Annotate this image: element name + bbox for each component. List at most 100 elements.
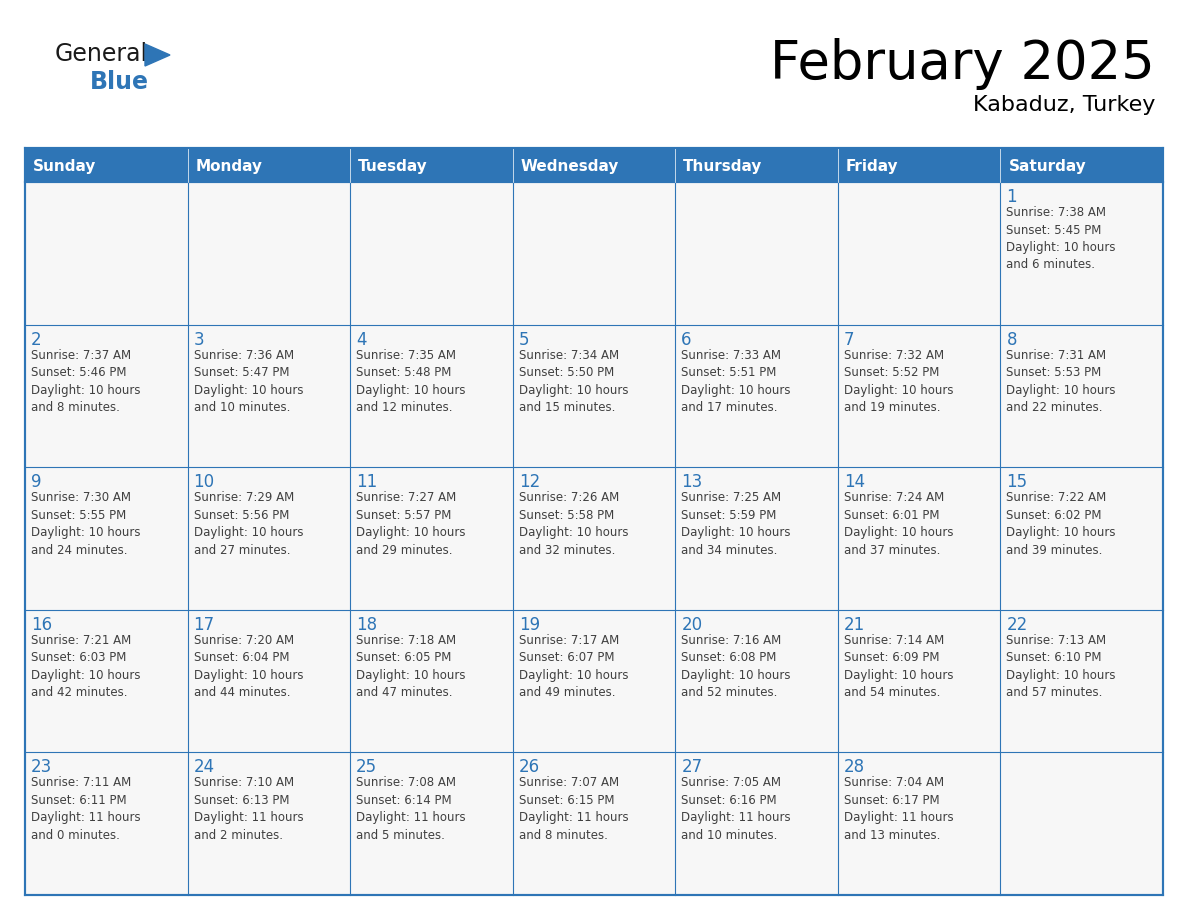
Text: Saturday: Saturday bbox=[1009, 159, 1086, 174]
Text: Sunrise: 7:16 AM
Sunset: 6:08 PM
Daylight: 10 hours
and 52 minutes.: Sunrise: 7:16 AM Sunset: 6:08 PM Dayligh… bbox=[681, 633, 791, 700]
Text: Sunrise: 7:14 AM
Sunset: 6:09 PM
Daylight: 10 hours
and 54 minutes.: Sunrise: 7:14 AM Sunset: 6:09 PM Dayligh… bbox=[843, 633, 953, 700]
Text: 13: 13 bbox=[681, 473, 702, 491]
Bar bbox=[1000, 753, 1163, 895]
Text: Monday: Monday bbox=[196, 159, 263, 174]
Bar bbox=[838, 182, 1000, 325]
Text: General: General bbox=[55, 42, 148, 66]
Bar bbox=[25, 148, 188, 182]
Bar bbox=[188, 148, 350, 182]
Text: February 2025: February 2025 bbox=[770, 38, 1155, 90]
Bar bbox=[1000, 610, 1163, 753]
Text: 20: 20 bbox=[681, 616, 702, 633]
Text: 14: 14 bbox=[843, 473, 865, 491]
Bar bbox=[25, 325, 188, 467]
Bar bbox=[513, 148, 675, 182]
Bar bbox=[188, 325, 350, 467]
Text: Sunrise: 7:34 AM
Sunset: 5:50 PM
Daylight: 10 hours
and 15 minutes.: Sunrise: 7:34 AM Sunset: 5:50 PM Dayligh… bbox=[519, 349, 628, 414]
Bar bbox=[188, 467, 350, 610]
Bar bbox=[1000, 148, 1163, 182]
Text: Sunrise: 7:30 AM
Sunset: 5:55 PM
Daylight: 10 hours
and 24 minutes.: Sunrise: 7:30 AM Sunset: 5:55 PM Dayligh… bbox=[31, 491, 140, 556]
Text: Sunrise: 7:24 AM
Sunset: 6:01 PM
Daylight: 10 hours
and 37 minutes.: Sunrise: 7:24 AM Sunset: 6:01 PM Dayligh… bbox=[843, 491, 953, 556]
Text: Sunrise: 7:26 AM
Sunset: 5:58 PM
Daylight: 10 hours
and 32 minutes.: Sunrise: 7:26 AM Sunset: 5:58 PM Dayligh… bbox=[519, 491, 628, 556]
Bar bbox=[513, 610, 675, 753]
Text: Sunrise: 7:11 AM
Sunset: 6:11 PM
Daylight: 11 hours
and 0 minutes.: Sunrise: 7:11 AM Sunset: 6:11 PM Dayligh… bbox=[31, 777, 140, 842]
Text: 3: 3 bbox=[194, 330, 204, 349]
Bar bbox=[513, 467, 675, 610]
Text: Sunrise: 7:10 AM
Sunset: 6:13 PM
Daylight: 11 hours
and 2 minutes.: Sunrise: 7:10 AM Sunset: 6:13 PM Dayligh… bbox=[194, 777, 303, 842]
Text: 21: 21 bbox=[843, 616, 865, 633]
Text: 26: 26 bbox=[519, 758, 539, 777]
Text: 25: 25 bbox=[356, 758, 378, 777]
Text: 19: 19 bbox=[519, 616, 539, 633]
Bar bbox=[25, 753, 188, 895]
Text: 8: 8 bbox=[1006, 330, 1017, 349]
Polygon shape bbox=[145, 44, 170, 66]
Text: Sunrise: 7:31 AM
Sunset: 5:53 PM
Daylight: 10 hours
and 22 minutes.: Sunrise: 7:31 AM Sunset: 5:53 PM Dayligh… bbox=[1006, 349, 1116, 414]
Bar bbox=[675, 148, 838, 182]
Text: Sunrise: 7:04 AM
Sunset: 6:17 PM
Daylight: 11 hours
and 13 minutes.: Sunrise: 7:04 AM Sunset: 6:17 PM Dayligh… bbox=[843, 777, 954, 842]
Text: Sunrise: 7:36 AM
Sunset: 5:47 PM
Daylight: 10 hours
and 10 minutes.: Sunrise: 7:36 AM Sunset: 5:47 PM Dayligh… bbox=[194, 349, 303, 414]
Bar bbox=[675, 610, 838, 753]
Bar bbox=[675, 753, 838, 895]
Bar bbox=[1000, 182, 1163, 325]
Bar bbox=[1000, 467, 1163, 610]
Text: Sunrise: 7:33 AM
Sunset: 5:51 PM
Daylight: 10 hours
and 17 minutes.: Sunrise: 7:33 AM Sunset: 5:51 PM Dayligh… bbox=[681, 349, 791, 414]
Text: Sunrise: 7:20 AM
Sunset: 6:04 PM
Daylight: 10 hours
and 44 minutes.: Sunrise: 7:20 AM Sunset: 6:04 PM Dayligh… bbox=[194, 633, 303, 700]
Text: Sunrise: 7:27 AM
Sunset: 5:57 PM
Daylight: 10 hours
and 29 minutes.: Sunrise: 7:27 AM Sunset: 5:57 PM Dayligh… bbox=[356, 491, 466, 556]
Text: Sunrise: 7:38 AM
Sunset: 5:45 PM
Daylight: 10 hours
and 6 minutes.: Sunrise: 7:38 AM Sunset: 5:45 PM Dayligh… bbox=[1006, 206, 1116, 272]
Text: Sunrise: 7:13 AM
Sunset: 6:10 PM
Daylight: 10 hours
and 57 minutes.: Sunrise: 7:13 AM Sunset: 6:10 PM Dayligh… bbox=[1006, 633, 1116, 700]
Bar bbox=[350, 753, 513, 895]
Text: 16: 16 bbox=[31, 616, 52, 633]
Text: 6: 6 bbox=[681, 330, 691, 349]
Text: 11: 11 bbox=[356, 473, 378, 491]
Bar bbox=[350, 148, 513, 182]
Bar bbox=[838, 325, 1000, 467]
Text: 27: 27 bbox=[681, 758, 702, 777]
Text: 4: 4 bbox=[356, 330, 367, 349]
Text: Sunrise: 7:25 AM
Sunset: 5:59 PM
Daylight: 10 hours
and 34 minutes.: Sunrise: 7:25 AM Sunset: 5:59 PM Dayligh… bbox=[681, 491, 791, 556]
Text: 23: 23 bbox=[31, 758, 52, 777]
Text: 9: 9 bbox=[31, 473, 42, 491]
Bar bbox=[513, 182, 675, 325]
Text: Blue: Blue bbox=[90, 70, 148, 94]
Bar bbox=[350, 325, 513, 467]
Text: 22: 22 bbox=[1006, 616, 1028, 633]
Bar bbox=[350, 610, 513, 753]
Bar bbox=[675, 467, 838, 610]
Text: Friday: Friday bbox=[846, 159, 898, 174]
Text: 28: 28 bbox=[843, 758, 865, 777]
Text: Kabaduz, Turkey: Kabaduz, Turkey bbox=[973, 95, 1155, 115]
Bar bbox=[25, 182, 188, 325]
Text: 24: 24 bbox=[194, 758, 215, 777]
Text: 5: 5 bbox=[519, 330, 529, 349]
Text: Sunday: Sunday bbox=[33, 159, 96, 174]
Text: Sunrise: 7:05 AM
Sunset: 6:16 PM
Daylight: 11 hours
and 10 minutes.: Sunrise: 7:05 AM Sunset: 6:16 PM Dayligh… bbox=[681, 777, 791, 842]
Text: Tuesday: Tuesday bbox=[358, 159, 428, 174]
Bar bbox=[188, 182, 350, 325]
Text: 15: 15 bbox=[1006, 473, 1028, 491]
Text: 2: 2 bbox=[31, 330, 42, 349]
Bar bbox=[25, 610, 188, 753]
Text: 1: 1 bbox=[1006, 188, 1017, 206]
Text: Sunrise: 7:17 AM
Sunset: 6:07 PM
Daylight: 10 hours
and 49 minutes.: Sunrise: 7:17 AM Sunset: 6:07 PM Dayligh… bbox=[519, 633, 628, 700]
Bar bbox=[838, 148, 1000, 182]
Bar bbox=[188, 610, 350, 753]
Bar bbox=[25, 467, 188, 610]
Text: Sunrise: 7:18 AM
Sunset: 6:05 PM
Daylight: 10 hours
and 47 minutes.: Sunrise: 7:18 AM Sunset: 6:05 PM Dayligh… bbox=[356, 633, 466, 700]
Bar bbox=[513, 753, 675, 895]
Bar bbox=[675, 182, 838, 325]
Bar bbox=[838, 610, 1000, 753]
Bar bbox=[350, 182, 513, 325]
Text: Sunrise: 7:08 AM
Sunset: 6:14 PM
Daylight: 11 hours
and 5 minutes.: Sunrise: 7:08 AM Sunset: 6:14 PM Dayligh… bbox=[356, 777, 466, 842]
Text: Sunrise: 7:32 AM
Sunset: 5:52 PM
Daylight: 10 hours
and 19 minutes.: Sunrise: 7:32 AM Sunset: 5:52 PM Dayligh… bbox=[843, 349, 953, 414]
Bar bbox=[188, 753, 350, 895]
Text: Sunrise: 7:22 AM
Sunset: 6:02 PM
Daylight: 10 hours
and 39 minutes.: Sunrise: 7:22 AM Sunset: 6:02 PM Dayligh… bbox=[1006, 491, 1116, 556]
Text: Thursday: Thursday bbox=[683, 159, 763, 174]
Text: Sunrise: 7:07 AM
Sunset: 6:15 PM
Daylight: 11 hours
and 8 minutes.: Sunrise: 7:07 AM Sunset: 6:15 PM Dayligh… bbox=[519, 777, 628, 842]
Text: Sunrise: 7:21 AM
Sunset: 6:03 PM
Daylight: 10 hours
and 42 minutes.: Sunrise: 7:21 AM Sunset: 6:03 PM Dayligh… bbox=[31, 633, 140, 700]
Text: 7: 7 bbox=[843, 330, 854, 349]
Text: Sunrise: 7:37 AM
Sunset: 5:46 PM
Daylight: 10 hours
and 8 minutes.: Sunrise: 7:37 AM Sunset: 5:46 PM Dayligh… bbox=[31, 349, 140, 414]
Text: 18: 18 bbox=[356, 616, 378, 633]
Bar bbox=[513, 325, 675, 467]
Text: 12: 12 bbox=[519, 473, 541, 491]
